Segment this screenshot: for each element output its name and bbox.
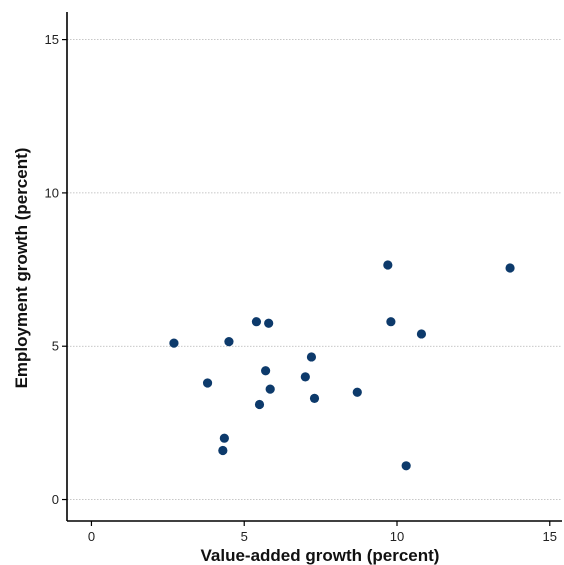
- data-point: [309, 393, 320, 403]
- data-point: [383, 260, 393, 270]
- x-tick-label: 10: [390, 529, 404, 544]
- data-point: [202, 378, 213, 388]
- data-point: [169, 338, 179, 348]
- x-tick-label: 5: [241, 529, 248, 544]
- data-point: [219, 433, 229, 443]
- y-axis-ticks: 0 5 10 15: [45, 32, 67, 507]
- data-point: [416, 329, 427, 339]
- data-points: [169, 260, 515, 471]
- y-axis-title: Employment growth (percent): [12, 148, 31, 389]
- gridlines: [67, 39, 562, 500]
- data-point: [254, 399, 265, 410]
- y-tick-label: 15: [45, 32, 59, 47]
- y-tick-label: 5: [52, 339, 59, 354]
- y-tick-label: 0: [52, 492, 59, 507]
- x-tick-label: 15: [543, 529, 557, 544]
- data-point: [224, 337, 234, 347]
- data-point: [505, 263, 515, 273]
- data-point: [401, 461, 411, 471]
- y-tick-label: 10: [45, 185, 59, 200]
- x-axis-title: Value-added growth (percent): [201, 546, 440, 565]
- data-point: [264, 318, 274, 328]
- x-tick-label: 0: [88, 529, 95, 544]
- data-point: [352, 387, 362, 397]
- data-point: [251, 317, 262, 327]
- data-point: [261, 366, 271, 376]
- data-point: [386, 317, 396, 327]
- x-axis-ticks: 0 5 10 15: [88, 521, 557, 544]
- data-point: [306, 352, 317, 362]
- data-point: [218, 445, 228, 456]
- data-point: [265, 384, 275, 394]
- data-point: [300, 372, 310, 382]
